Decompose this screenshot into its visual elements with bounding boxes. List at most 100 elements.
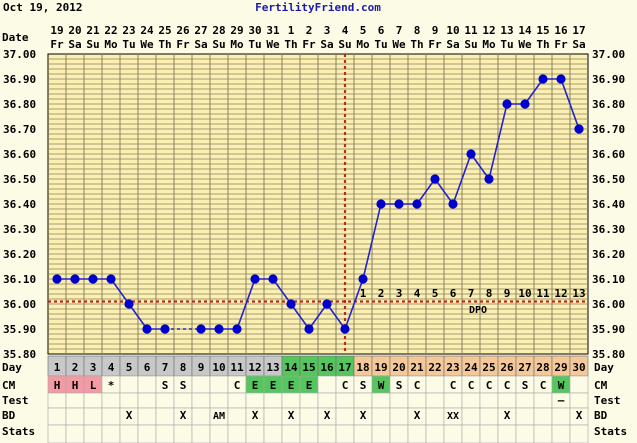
test-value: – (558, 394, 565, 407)
cm-row-label-right: CM (594, 379, 608, 392)
date-label: 2 (306, 24, 313, 37)
weekday-label: Th (410, 38, 423, 51)
stats-cell (551, 424, 571, 443)
stats-cell (281, 424, 301, 443)
bd-cell (335, 407, 355, 426)
stats-cell (407, 424, 427, 443)
dpo-number: 13 (572, 287, 585, 300)
cm-row-label-left: CM (2, 379, 16, 392)
date-label: 26 (176, 24, 190, 37)
cm-value: C (486, 379, 493, 392)
bd-cell (101, 407, 121, 426)
weekday-label: Sa (446, 38, 459, 51)
date-label: 11 (464, 24, 478, 37)
weekday-label: Th (158, 38, 171, 51)
dpo-number: 2 (378, 287, 385, 300)
cm-value: H (54, 379, 61, 392)
stats-cell (569, 424, 589, 443)
temperature-line (344, 278, 364, 330)
temperature-point (430, 174, 440, 184)
test-cell (353, 392, 373, 409)
cycle-day-label: 18 (356, 361, 369, 374)
weekday-label: Mo (356, 38, 370, 51)
y-tick-label-right: 36.90 (592, 73, 625, 86)
temperature-point (484, 174, 494, 184)
temperature-line (470, 153, 490, 180)
stats-cell (65, 424, 85, 443)
weekday-label: Fr (428, 38, 442, 51)
bd-cell (155, 407, 175, 426)
cm-value: H (72, 379, 79, 392)
cm-cell (425, 375, 445, 394)
stats-cell (353, 424, 373, 443)
temperature-point (286, 299, 296, 309)
test-cell (47, 392, 67, 409)
temperature-point (538, 74, 548, 84)
test-row-label-left: Test (2, 394, 29, 407)
weekday-label: Tu (374, 38, 387, 51)
bd-cell (65, 407, 85, 426)
cycle-day-label: 7 (162, 361, 169, 374)
weekday-label: Su (212, 38, 225, 51)
temperature-line (290, 303, 310, 330)
temperature-line (326, 303, 346, 330)
y-tick-label-left: 36.60 (3, 148, 36, 161)
chart-date: Oct 19, 2012 (3, 1, 82, 14)
stats-cell (461, 424, 481, 443)
temperature-point (412, 199, 422, 209)
stats-cell (227, 424, 247, 443)
date-label: 6 (378, 24, 385, 37)
temperature-point (448, 199, 458, 209)
bd-value: X (576, 409, 583, 422)
cycle-day-label: 23 (446, 361, 459, 374)
stats-cell (155, 424, 175, 443)
temperature-line (416, 178, 436, 205)
test-cell (407, 392, 427, 409)
temperature-line (236, 278, 256, 330)
weekday-label: We (266, 38, 280, 51)
site-name: FertilityFriend.com (255, 1, 381, 14)
date-label: 19 (50, 24, 63, 37)
date-label: 30 (248, 24, 261, 37)
cycle-day-label: 26 (500, 361, 514, 374)
dpo-number: 5 (432, 287, 439, 300)
temperature-line (524, 78, 544, 105)
weekday-label: Su (86, 38, 99, 51)
cycle-day-label: 13 (266, 361, 279, 374)
weekday-label: We (518, 38, 532, 51)
test-cell (443, 392, 463, 409)
stats-cell (371, 424, 391, 443)
date-label: 10 (446, 24, 459, 37)
temperature-line (110, 278, 130, 305)
cycle-day-label: 29 (554, 361, 567, 374)
stats-cell (191, 424, 211, 443)
date-label: 9 (432, 24, 439, 37)
cycle-day-label: 16 (320, 361, 334, 374)
bd-cell (299, 407, 319, 426)
y-tick-label-left: 36.50 (3, 173, 36, 186)
stats-cell (83, 424, 103, 443)
temperature-point (340, 324, 350, 334)
bd-cell (47, 407, 67, 426)
temperature-line (308, 303, 328, 330)
date-label: 14 (518, 24, 532, 37)
temperature-point (70, 274, 80, 284)
bd-value: X (180, 409, 187, 422)
stats-cell (389, 424, 409, 443)
cycle-day-label: 4 (108, 361, 115, 374)
y-tick-label-left: 36.00 (3, 298, 36, 311)
temperature-point (268, 274, 278, 284)
test-cell (335, 392, 355, 409)
test-cell (425, 392, 445, 409)
temperature-point (142, 324, 152, 334)
test-cell (83, 392, 103, 409)
cm-value: C (540, 379, 547, 392)
temperature-line (560, 78, 580, 130)
bd-cell (533, 407, 553, 426)
date-label: 1 (288, 24, 295, 37)
test-cell (245, 392, 265, 409)
bd-value: X (414, 409, 421, 422)
date-label: 4 (342, 24, 349, 37)
cycle-day-label: 17 (338, 361, 351, 374)
y-tick-label-right: 36.40 (592, 198, 625, 211)
